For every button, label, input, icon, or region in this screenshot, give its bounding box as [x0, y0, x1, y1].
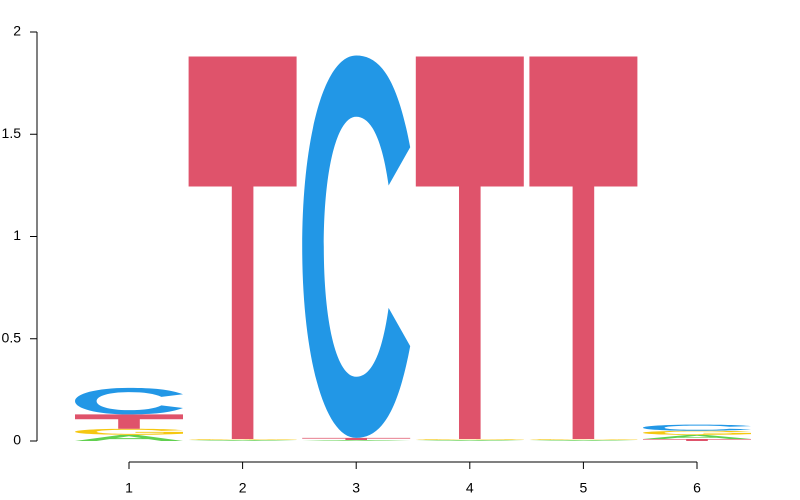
y-tick-label: 0.5 [2, 329, 22, 345]
logo-letter-g-pos6 [643, 430, 751, 435]
logo-letter-c-pos6 [643, 424, 751, 431]
logo-letter-a-pos5 [529, 439, 638, 441]
x-axis: 1 2 3 4 5 6 [125, 461, 701, 496]
logo-letter-t-pos2 [188, 56, 297, 439]
y-tick-label: 0 [13, 432, 21, 448]
x-tick-label: 4 [466, 480, 474, 496]
logo-letter-a-pos3 [302, 439, 411, 441]
logo-letter-t-pos6 [643, 438, 751, 441]
logo-letter-a-pos6 [643, 434, 751, 439]
logo-letter-g-pos2 [188, 438, 297, 440]
y-axis: 0 0.5 1 1.5 2 [2, 23, 38, 448]
y-tick-label: 1 [13, 227, 21, 243]
x-tick-label: 1 [125, 480, 133, 496]
x-tick-label: 5 [580, 480, 588, 496]
logo-letter-t-pos4 [415, 56, 524, 439]
x-tick-label: 6 [693, 480, 701, 496]
logo-letter-c-pos3 [302, 55, 411, 438]
logo-letter-t-pos1 [75, 414, 183, 429]
x-tick-label: 2 [239, 480, 247, 496]
logo-letters [75, 55, 751, 441]
x-tick-label: 3 [352, 480, 360, 496]
logo-letter-t-pos3 [302, 437, 411, 440]
logo-letter-a-pos4 [415, 439, 524, 441]
logo-letter-c-pos1 [75, 387, 183, 415]
logo-letter-a-pos2 [188, 439, 297, 441]
y-tick-label: 1.5 [2, 125, 22, 141]
logo-letter-a-pos1 [75, 434, 183, 441]
logo-letter-g-pos4 [415, 438, 524, 440]
logo-letter-t-pos5 [529, 56, 638, 439]
logo-letter-g-pos1 [75, 428, 183, 435]
y-tick-label: 2 [13, 23, 21, 39]
logo-letter-g-pos5 [529, 438, 638, 440]
